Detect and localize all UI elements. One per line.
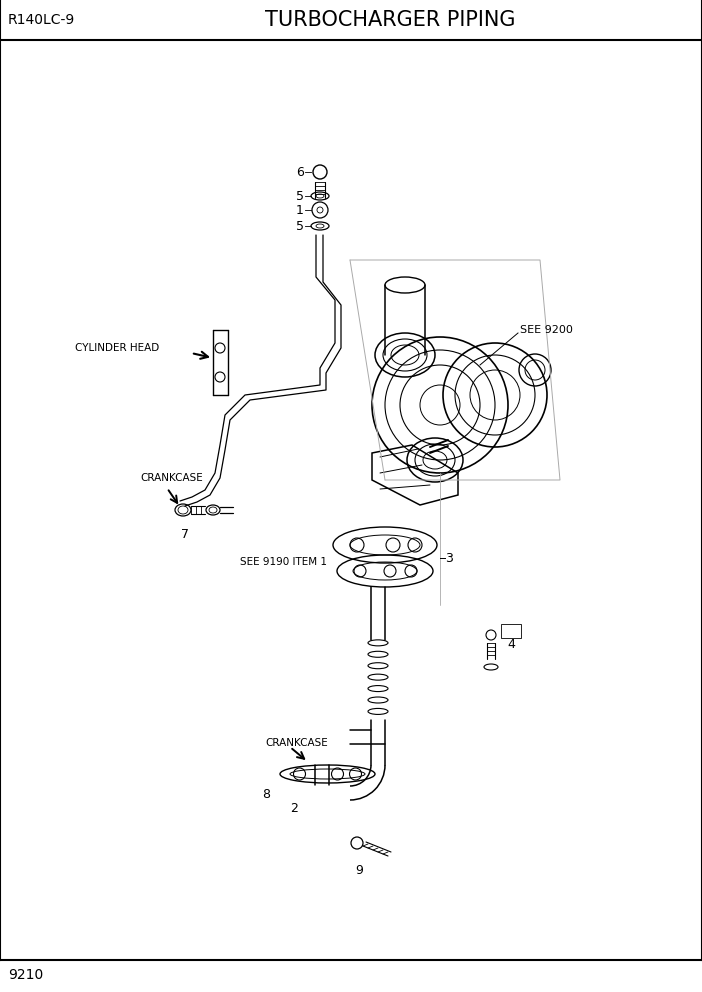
Bar xyxy=(501,624,521,638)
Text: 6: 6 xyxy=(296,166,304,179)
Text: CYLINDER HEAD: CYLINDER HEAD xyxy=(75,343,159,353)
Text: 1: 1 xyxy=(296,203,304,216)
Text: 2: 2 xyxy=(290,803,298,815)
Text: CRANKCASE: CRANKCASE xyxy=(265,738,328,748)
Text: 7: 7 xyxy=(181,528,189,541)
Text: SEE 9190 ITEM 1: SEE 9190 ITEM 1 xyxy=(240,557,327,567)
Text: TURBOCHARGER PIPING: TURBOCHARGER PIPING xyxy=(265,10,515,30)
Text: R140LC-9: R140LC-9 xyxy=(8,13,75,27)
Text: 9210: 9210 xyxy=(8,968,44,982)
Text: 4: 4 xyxy=(507,639,515,652)
Text: 8: 8 xyxy=(262,789,270,802)
Text: CRANKCASE: CRANKCASE xyxy=(140,473,203,483)
Text: SEE 9200: SEE 9200 xyxy=(520,325,573,335)
Text: 5: 5 xyxy=(296,219,304,232)
Text: 5: 5 xyxy=(296,189,304,202)
Text: 9: 9 xyxy=(355,863,363,877)
Text: 3: 3 xyxy=(445,552,453,564)
